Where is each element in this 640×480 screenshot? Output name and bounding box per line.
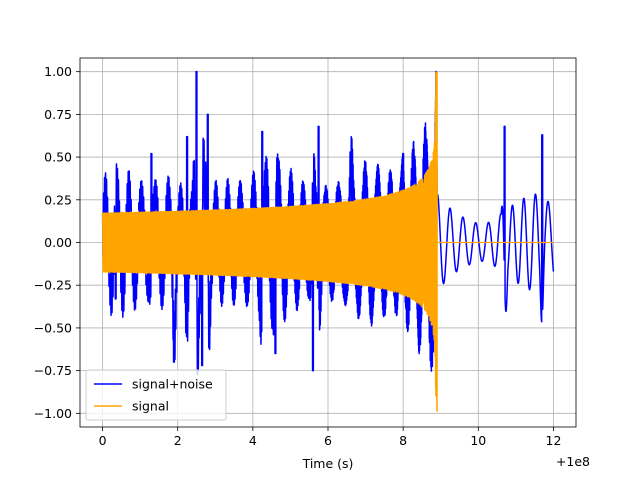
series-layer: [101, 70, 555, 412]
series-line-signal: [101, 71, 554, 397]
legend: signal+noise signal: [85, 369, 227, 421]
x-tick-label: 4: [249, 433, 257, 448]
x-tick-label: 6: [324, 433, 332, 448]
y-tick-label: −0.75: [34, 363, 72, 378]
y-tick-label: −0.25: [34, 278, 72, 293]
x-tick-label: 2: [174, 433, 182, 448]
y-tick-label: 0.75: [44, 107, 72, 122]
y-tick-label: −0.50: [34, 320, 72, 335]
x-axis-label: Time (s): [302, 456, 354, 471]
y-tick-label: 0.50: [44, 150, 72, 165]
y-tick-label: 1.00: [44, 64, 72, 79]
x-tick-label: 8: [399, 433, 407, 448]
ticks: 0 2 4 6 8 10 12 1.00 0.75 0.50 0.25 0.00 −0.25 −0.50 −…: [34, 64, 562, 448]
y-tick-label: 0.00: [44, 235, 72, 250]
x-tick-label: 12: [546, 433, 562, 448]
legend-box: [85, 369, 227, 421]
x-tick-label: 0: [99, 433, 107, 448]
x-tick-label: 10: [470, 433, 486, 448]
legend-label-signal-noise: signal+noise: [132, 377, 213, 392]
y-tick-label: 0.25: [44, 192, 72, 207]
y-tick-label: −1.00: [34, 406, 72, 421]
x-axis-offset-label: +1e8: [556, 454, 590, 469]
legend-label-signal: signal: [132, 399, 169, 414]
